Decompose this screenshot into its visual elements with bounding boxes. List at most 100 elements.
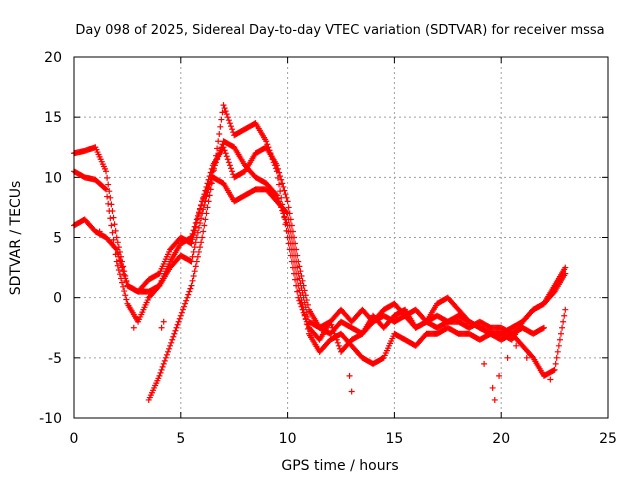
data-point [560,318,567,325]
data-point [529,353,536,360]
data-point [264,141,271,148]
data-point [187,235,194,242]
data-point [282,221,289,228]
data-point [287,228,294,235]
data-point [540,324,547,331]
data-point [300,309,307,316]
data-point [217,147,224,154]
data-point [284,234,291,241]
data-point [227,165,234,172]
data-point [327,318,334,325]
data-point [106,188,113,195]
data-point [112,245,119,252]
data-point [539,325,546,332]
y-tick-label: 10 [44,170,62,186]
data-point [273,192,280,199]
data-point [229,126,236,133]
data-point [108,222,115,229]
plot-frame [73,56,609,419]
data-point [177,312,184,319]
data-point [213,152,220,159]
data-point [167,342,174,349]
data-point [122,292,129,299]
data-point [161,357,168,364]
y-tick-label: 5 [53,231,62,247]
data-point [291,270,298,277]
data-point [269,156,276,163]
data-point [562,264,569,271]
data-point [271,162,278,169]
data-point [203,210,210,217]
data-point [216,150,223,157]
data-point [208,180,215,187]
data-point [171,330,178,337]
data-point [121,271,128,278]
data-point [214,145,221,152]
series-track-B [71,138,569,379]
data-point [523,354,530,361]
data-point [195,209,202,216]
data-point [110,214,117,221]
data-points [71,102,569,403]
data-point [550,367,557,374]
data-point [294,288,301,295]
data-point [268,153,275,160]
data-point [285,216,292,223]
data-point [559,324,566,331]
data-point [110,236,117,243]
data-point [224,114,231,121]
x-tick-label: 25 [599,431,617,447]
data-point [108,201,115,208]
data-point [227,123,234,130]
data-point [284,210,291,217]
data-point [193,216,200,223]
data-point [218,116,225,123]
data-point [193,258,200,265]
data-point [280,208,287,215]
data-point [113,234,120,241]
data-point [547,376,554,383]
data-point [191,244,198,251]
data-point [101,185,108,192]
data-point [263,138,270,145]
data-point [331,330,338,337]
data-point [121,288,128,295]
data-point [186,288,193,295]
data-point [215,138,222,145]
data-point [221,105,228,112]
data-point [299,289,306,296]
data-point [283,209,290,216]
data-point [297,280,304,287]
data-point [281,187,288,194]
data-point [332,333,339,340]
data-point [202,216,209,223]
data-point [562,306,569,313]
data-point [273,168,280,175]
data-point [114,250,121,257]
data-point [330,327,337,334]
x-tick-label: 0 [70,431,79,447]
data-point [216,131,223,138]
data-point [226,120,233,127]
data-point [553,354,560,361]
data-point [281,214,288,221]
data-point [179,306,186,313]
data-point [220,102,227,109]
data-point [192,220,199,227]
data-point [182,300,189,307]
data-point [107,215,114,222]
data-point [116,257,123,264]
data-point [174,321,181,328]
x-tick-label: 10 [279,431,297,447]
data-point [156,372,163,379]
data-point [188,258,195,265]
data-point [187,257,194,264]
data-point [304,321,311,328]
data-point [222,108,229,115]
data-point [334,339,341,346]
y-tick-label: 20 [44,50,62,66]
data-point [204,204,211,211]
data-point [112,227,119,234]
data-point [282,191,289,198]
data-point [200,206,207,213]
